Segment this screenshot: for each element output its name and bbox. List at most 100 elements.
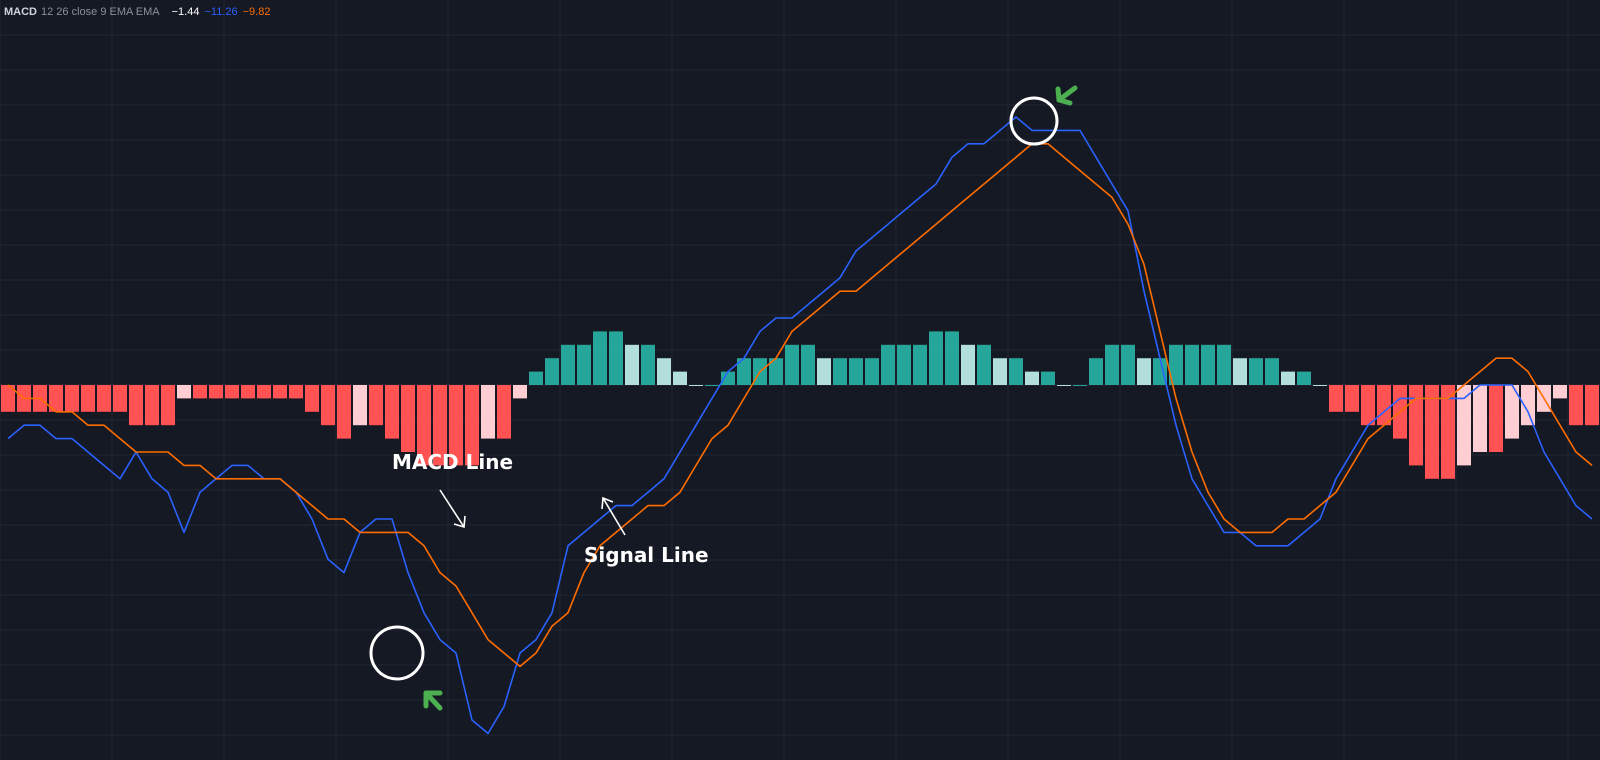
histogram-bar [97, 385, 111, 412]
histogram-bar [401, 385, 415, 452]
histogram-bar [417, 385, 431, 466]
histogram-bar [961, 344, 975, 385]
histogram-bar [1585, 385, 1599, 426]
histogram-bar [817, 358, 831, 385]
histogram-bar [977, 344, 991, 385]
histogram-bar [81, 385, 95, 412]
histogram-bar [273, 385, 287, 399]
histogram-bar [689, 385, 703, 386]
histogram-bar [577, 344, 591, 385]
signal-pointer-arrow [601, 496, 626, 536]
histogram-bar [513, 385, 527, 399]
histogram-bar [1377, 385, 1391, 426]
histogram-bar [49, 385, 63, 412]
histogram-bar [353, 385, 367, 426]
histogram-bar [1041, 371, 1055, 385]
histogram-bar [177, 385, 191, 399]
signal-line-label: Signal Line [584, 543, 709, 567]
histogram-bar [881, 344, 895, 385]
histogram-bar [481, 385, 495, 439]
indicator-name: MACD [4, 6, 37, 18]
histogram-bar [1297, 371, 1311, 385]
histogram-bar [321, 385, 335, 426]
histogram-bar [1457, 385, 1471, 466]
histogram-bar [1169, 344, 1183, 385]
histogram-bar [1441, 385, 1455, 479]
histogram-bar [945, 331, 959, 385]
macd-value: −11.26 [204, 6, 238, 18]
histogram-bar [161, 385, 175, 426]
histogram-bar [241, 385, 255, 399]
histogram-bar [705, 385, 719, 386]
histogram-bar [1473, 385, 1487, 452]
green-arrow-icon [1055, 85, 1078, 106]
lines [7, 116, 1593, 735]
histogram-bar [593, 331, 607, 385]
histogram-bar [289, 385, 303, 399]
histogram-bar [1425, 385, 1439, 479]
histogram-bar [1345, 385, 1359, 412]
histogram-bar [1489, 385, 1503, 452]
histogram-bar [209, 385, 223, 399]
histogram-bar [833, 358, 847, 385]
histogram-bar [1505, 385, 1519, 439]
indicator-params: 12 26 close 9 EMA EMA [41, 6, 160, 18]
histogram-bar [897, 344, 911, 385]
histogram-bar [673, 371, 687, 385]
histogram-bar [1009, 358, 1023, 385]
histogram-bar [337, 385, 351, 439]
histogram [1, 331, 1599, 479]
histogram-bar [625, 344, 639, 385]
histogram-bar [913, 344, 927, 385]
histogram-bar [929, 331, 943, 385]
histogram-bar [433, 385, 447, 466]
histogram-bar [1089, 358, 1103, 385]
histogram-bar [1569, 385, 1583, 426]
histogram-bar [225, 385, 239, 399]
histogram-bar [737, 358, 751, 385]
histogram-bar [305, 385, 319, 412]
signal-line [7, 143, 1593, 668]
annotations: MACD Line Signal Line [369, 85, 1078, 711]
histogram-bar [465, 385, 479, 466]
histogram-bar [721, 371, 735, 385]
bearish-crossover-circle [1009, 96, 1059, 146]
macd-pointer-arrow [439, 489, 466, 529]
histogram-bar [1121, 344, 1135, 385]
histogram-bar [497, 385, 511, 439]
histogram-bar [193, 385, 207, 399]
histogram-bar [65, 385, 79, 412]
histogram-bar [145, 385, 159, 426]
histogram-bar [785, 344, 799, 385]
histogram-value: −1.44 [171, 6, 200, 18]
histogram-bar [1249, 358, 1263, 385]
histogram-bar [545, 358, 559, 385]
bullish-crossover-circle [369, 625, 425, 681]
histogram-bar [801, 344, 815, 385]
histogram-bar [1057, 385, 1071, 386]
histogram-bar [529, 371, 543, 385]
histogram-bar [849, 358, 863, 385]
histogram-bar [1409, 385, 1423, 466]
histogram-bar [369, 385, 383, 426]
histogram-bar [993, 358, 1007, 385]
histogram-bar [449, 385, 463, 466]
histogram-bar [657, 358, 671, 385]
histogram-bar [865, 358, 879, 385]
histogram-bar [1137, 358, 1151, 385]
histogram-bar [1281, 371, 1295, 385]
histogram-bar [1217, 344, 1231, 385]
histogram-bar [1105, 344, 1119, 385]
macd-line [7, 116, 1593, 735]
histogram-bar [1553, 385, 1567, 399]
histogram-bar [113, 385, 127, 412]
histogram-bar [609, 331, 623, 385]
green-arrow-icon [423, 690, 443, 711]
histogram-bar [1073, 385, 1087, 386]
histogram-bar [1313, 385, 1327, 386]
indicator-legend: MACD 12 26 close 9 EMA EMA −1.44 −11.26 −9.8… [4, 6, 275, 18]
histogram-bar [1233, 358, 1247, 385]
histogram-bar [1521, 385, 1535, 426]
